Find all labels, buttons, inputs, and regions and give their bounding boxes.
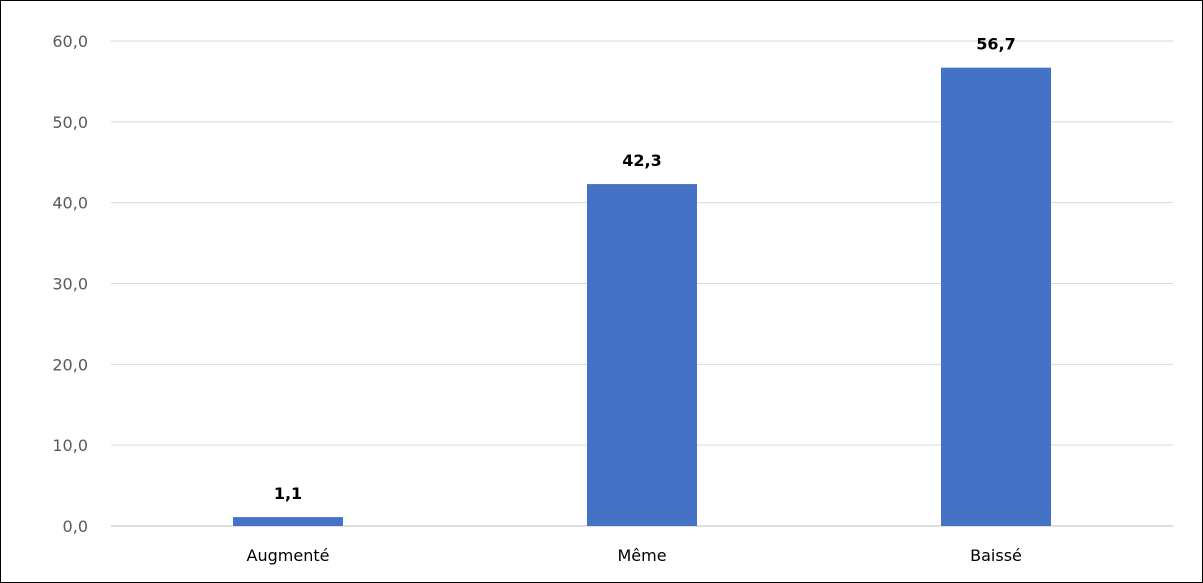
y-tick-label: 50,0 xyxy=(52,113,88,132)
x-axis-categories: Augmenté Même Baissé xyxy=(247,546,1022,565)
x-category-label: Augmenté xyxy=(247,546,330,565)
x-category-label: Même xyxy=(617,546,666,565)
y-axis-ticks: 0,0 10,0 20,0 30,0 40,0 50,0 60,0 xyxy=(52,32,88,536)
bar xyxy=(941,67,1051,527)
x-category-label: Baissé xyxy=(970,546,1022,565)
y-tick-label: 0,0 xyxy=(63,517,88,536)
y-tick-label: 20,0 xyxy=(52,355,88,374)
data-label: 56,7 xyxy=(976,35,1015,54)
y-tick-label: 30,0 xyxy=(52,275,88,294)
y-tick-label: 10,0 xyxy=(52,436,88,455)
data-label: 1,1 xyxy=(274,484,302,503)
bar xyxy=(587,184,697,526)
y-tick-label: 60,0 xyxy=(52,32,88,51)
y-tick-label: 40,0 xyxy=(52,194,88,213)
data-labels: 1,1 42,3 56,7 xyxy=(274,35,1016,503)
bars xyxy=(233,67,1051,527)
bar xyxy=(233,517,343,526)
data-label: 42,3 xyxy=(622,151,661,170)
